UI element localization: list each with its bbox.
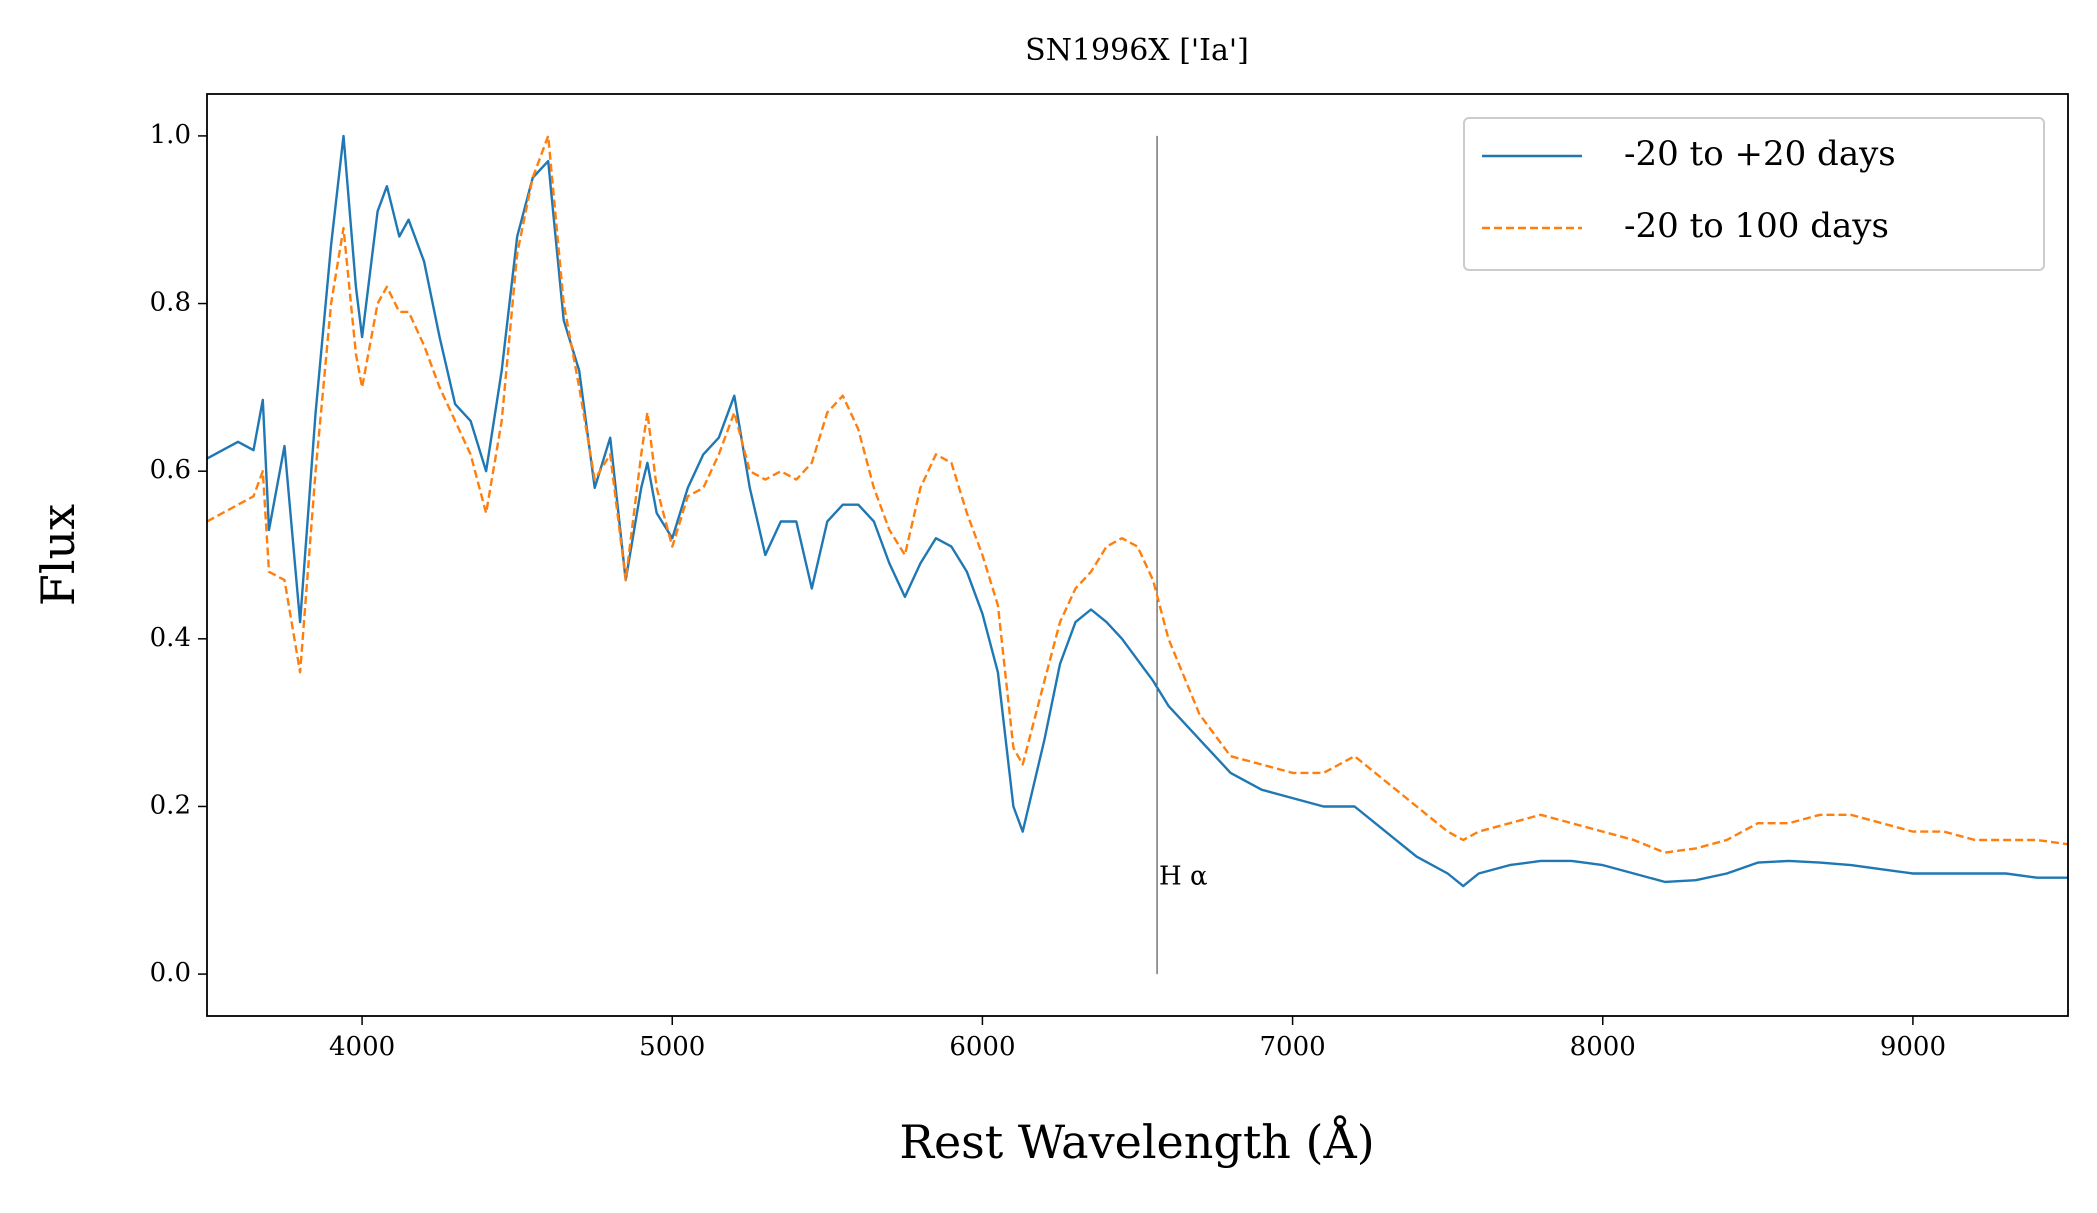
plot-frame: [206, 93, 2069, 1017]
series-line: [206, 134, 2068, 888]
x-tick-label: 5000: [639, 1032, 705, 1062]
legend-box: [1463, 117, 2045, 271]
y-tick-label: 0.2: [150, 790, 191, 820]
chart-title: SN1996X ['Ia']: [1025, 33, 1249, 68]
y-axis-label: Flux: [31, 504, 85, 606]
legend-label: -20 to 100 days: [1624, 206, 1889, 246]
x-tick-label: 7000: [1259, 1032, 1325, 1062]
y-tick-label: 0.0: [150, 958, 191, 988]
y-tick-label: 0.6: [150, 455, 191, 485]
annotation: H α: [1159, 862, 1208, 892]
x-tick-label: 8000: [1570, 1032, 1636, 1062]
legend-label: -20 to +20 days: [1624, 134, 1896, 174]
x-tick-label: 6000: [949, 1032, 1015, 1062]
x-axis-label: Rest Wavelength (Å): [899, 1114, 1374, 1169]
series-line: [206, 134, 2069, 854]
y-tick-label: 0.4: [150, 623, 191, 653]
y-tick-label: 1.0: [150, 120, 191, 150]
x-tick-label: 4000: [329, 1032, 395, 1062]
y-tick-label: 0.8: [150, 288, 191, 318]
x-tick-label: 9000: [1880, 1032, 1946, 1062]
